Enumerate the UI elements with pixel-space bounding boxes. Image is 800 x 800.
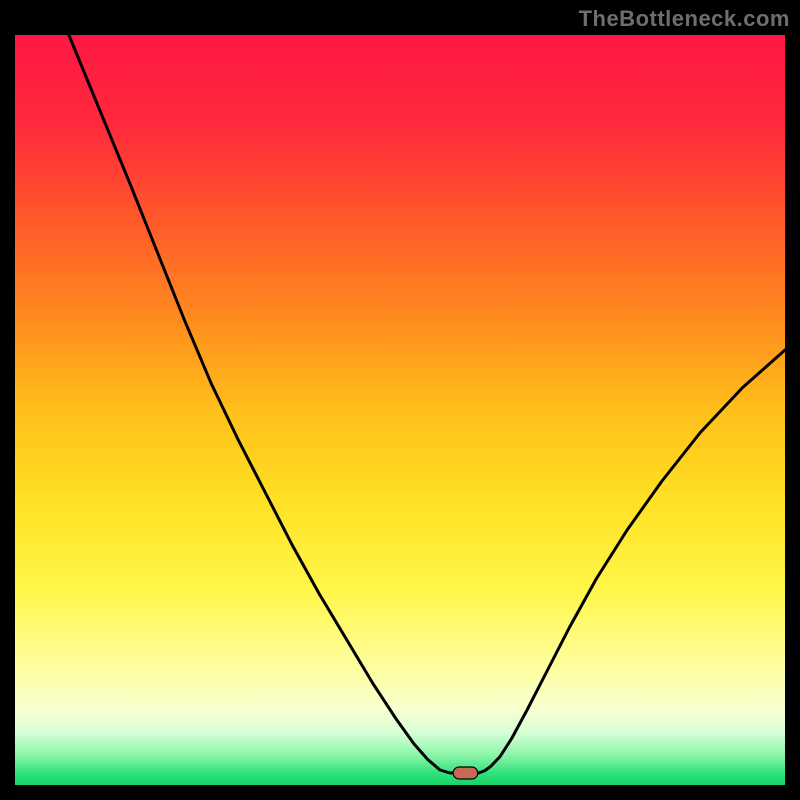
plot-area bbox=[15, 35, 785, 785]
optimum-marker bbox=[453, 767, 478, 779]
plot-inner bbox=[15, 35, 785, 785]
watermark-text: TheBottleneck.com bbox=[579, 6, 790, 32]
bottleneck-chart bbox=[15, 35, 785, 785]
viewport: TheBottleneck.com bbox=[0, 0, 800, 800]
gradient-background bbox=[15, 35, 785, 785]
